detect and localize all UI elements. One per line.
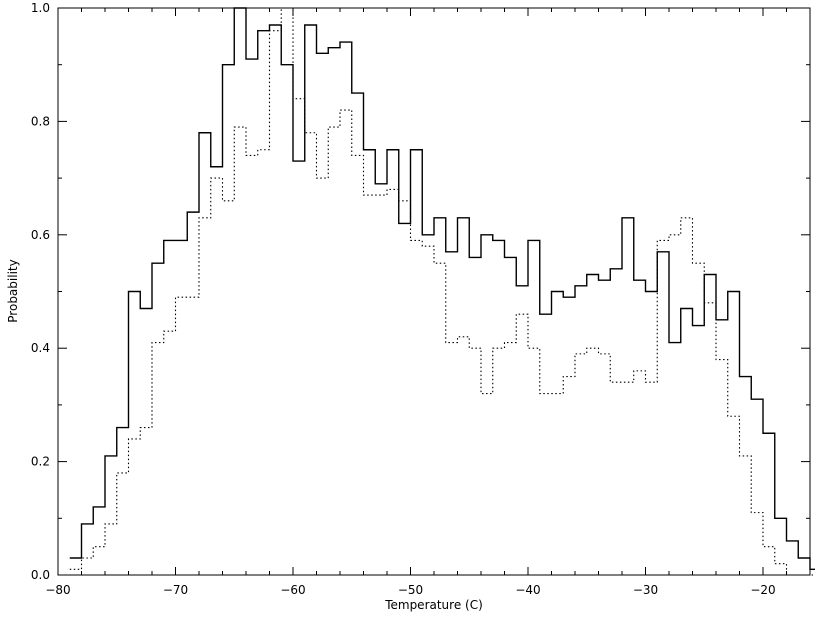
plot-frame xyxy=(57,7,811,576)
x-tick-label: −20 xyxy=(750,583,775,597)
y-axis-label: Probability xyxy=(6,259,20,322)
y-tick-label: 0.0 xyxy=(31,568,50,582)
x-tick-label: −40 xyxy=(515,583,540,597)
x-tick-label: −30 xyxy=(633,583,658,597)
y-tick-label: 0.4 xyxy=(31,341,50,355)
tick-layer: −80 −70 −60 −50 −40 −30 −20 0.0 0.2 0.4 0.6 0.8 1.0 xyxy=(31,1,811,597)
series-solid-line xyxy=(69,7,815,571)
x-tick-label: −80 xyxy=(45,583,70,597)
y-tick-label: 1.0 xyxy=(31,1,50,15)
y-tick-label: 0.8 xyxy=(31,114,50,128)
series-dotted-line xyxy=(69,7,815,576)
x-tick-label: −60 xyxy=(280,583,305,597)
x-tick-label: −70 xyxy=(163,583,188,597)
y-tick-label: 0.6 xyxy=(31,228,50,242)
series-layer xyxy=(69,7,815,576)
x-axis-label: Temperature (C) xyxy=(384,598,483,612)
y-tick-label: 0.2 xyxy=(31,455,50,469)
x-tick-label: −50 xyxy=(398,583,423,597)
